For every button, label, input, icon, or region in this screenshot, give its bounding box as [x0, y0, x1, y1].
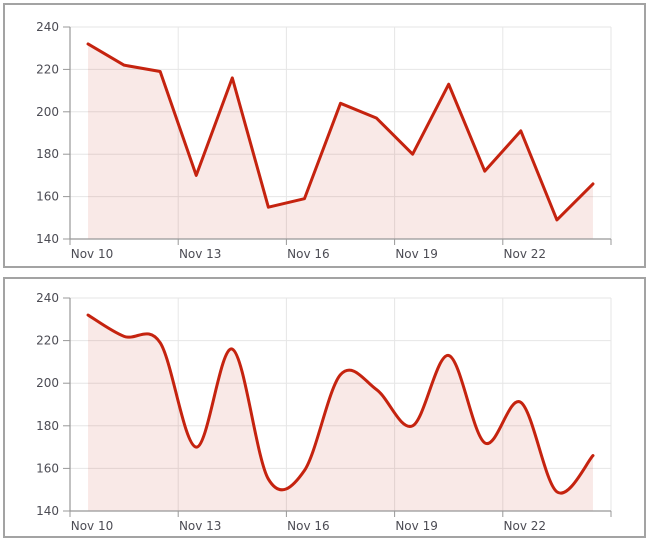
- x-axis-label: Nov 19: [395, 247, 438, 261]
- y-axis-label: 200: [36, 376, 59, 390]
- x-axis-label: Nov 10: [71, 519, 114, 533]
- y-axis-label: 180: [36, 147, 59, 161]
- y-axis-label: 160: [36, 461, 59, 475]
- y-axis-label: 220: [36, 334, 59, 348]
- x-axis-label: Nov 13: [179, 519, 222, 533]
- x-axis-label: Nov 10: [71, 247, 114, 261]
- y-axis-label: 140: [36, 232, 59, 246]
- series-area-fill: [88, 43, 593, 240]
- x-axis-label: Nov 19: [395, 519, 438, 533]
- y-axis-label: 240: [36, 291, 59, 305]
- x-axis-label: Nov 13: [179, 247, 222, 261]
- series-line-spline: [86, 313, 595, 495]
- series-line-linear: [86, 42, 595, 222]
- series-area-fill: [88, 315, 593, 511]
- x-axis-label: Nov 22: [504, 247, 547, 261]
- chart-panel-linear: 140 160 180 200 220 240 Nov 10 Nov 13 Nov 16 Nov …: [3, 3, 646, 268]
- x-axis-label: Nov 16: [287, 519, 330, 533]
- y-axis-label: 180: [36, 419, 59, 433]
- y-axis-label: 140: [36, 504, 59, 518]
- x-axis-label: Nov 16: [287, 247, 330, 261]
- x-axis-label: Nov 22: [504, 519, 547, 533]
- linear-area-chart-canvas[interactable]: 140 160 180 200 220 240 Nov 10 Nov 13 Nov 16 Nov …: [5, 5, 644, 266]
- y-axis-label: 240: [36, 20, 59, 34]
- y-axis-label: 220: [36, 62, 59, 76]
- chart-panel-spline: 140 160 180 200 220 240 Nov 10 Nov 13 Nov 16 Nov …: [3, 277, 646, 538]
- y-axis-label: 200: [36, 105, 59, 119]
- spline-area-chart-canvas[interactable]: 140 160 180 200 220 240 Nov 10 Nov 13 Nov 16 Nov …: [5, 279, 644, 536]
- y-axis-label: 160: [36, 190, 59, 204]
